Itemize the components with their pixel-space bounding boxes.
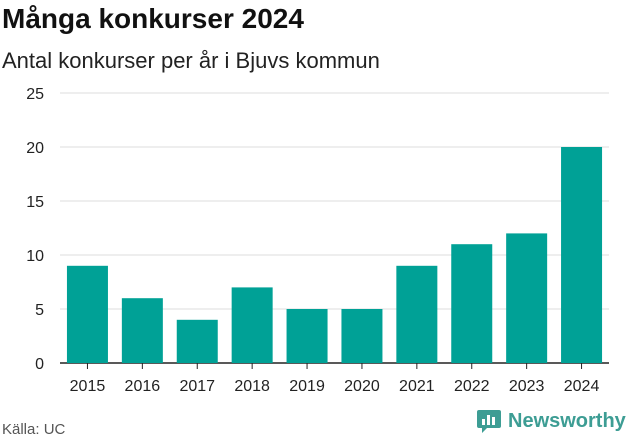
bar-2021 (396, 265, 438, 363)
y-tick-label: 20 (26, 140, 44, 157)
x-tick-label: 2015 (70, 378, 106, 395)
x-tick-label: 2023 (509, 378, 545, 395)
chart-title: Många konkurser 2024 (2, 3, 304, 34)
x-tick-label: 2021 (399, 378, 435, 395)
x-axis-ticks: 2015 2016 2017 2018 2019 2020 2021 2022 2023 2024 (70, 363, 600, 395)
x-tick-label: 2019 (289, 378, 325, 395)
source-note: Källa: UC (2, 421, 66, 438)
x-tick-label: 2020 (344, 378, 380, 395)
x-tick-label: 2022 (454, 378, 490, 395)
bar-2022 (451, 244, 493, 363)
chart-subtitle: Antal konkurser per år i Bjuvs kommun (2, 48, 380, 73)
newsworthy-logo-icon (477, 410, 501, 433)
bar-2020 (341, 309, 383, 363)
bar-2023 (506, 233, 548, 363)
bar-2017 (176, 319, 218, 363)
x-tick-label: 2024 (564, 378, 600, 395)
bar-2018 (231, 287, 273, 363)
bars (66, 147, 603, 363)
brand-logo: Newsworthy (476, 408, 626, 434)
y-tick-label: 15 (26, 194, 44, 211)
bar-2024 (561, 147, 603, 363)
bar-2016 (121, 298, 163, 363)
x-tick-label: 2016 (125, 378, 161, 395)
y-tick-label: 25 (26, 86, 44, 103)
y-axis-ticks: 0 5 10 15 20 25 (26, 86, 44, 373)
bar-2015 (66, 265, 108, 363)
x-tick-label: 2017 (179, 378, 215, 395)
y-tick-label: 10 (26, 248, 44, 265)
bar-2019 (286, 309, 328, 363)
x-tick-label: 2018 (234, 378, 270, 395)
brand-name: Newsworthy (508, 409, 626, 432)
y-tick-label: 0 (35, 356, 44, 373)
y-tick-label: 5 (35, 302, 44, 319)
